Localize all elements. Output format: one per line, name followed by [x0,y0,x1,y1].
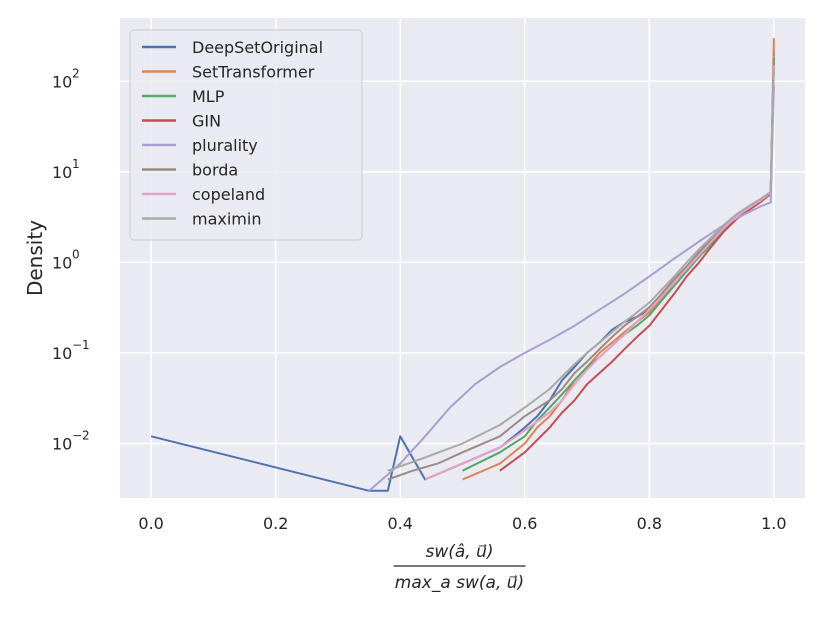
y-tick-base: 10 [52,434,72,453]
x-tick-label: 0.0 [138,514,163,533]
legend-label: borda [192,161,238,180]
y-tick-label: 10 1 [52,157,80,182]
legend-label: plurality [192,136,258,155]
x-tick-label: 1.0 [761,514,786,533]
legend-label: copeland [192,185,265,204]
y-tick-base: 10 [52,344,72,363]
y-tick-label: 10 0 [52,247,80,272]
series-line-6 [424,65,775,481]
grid-lines [120,18,805,498]
y-tick-exponent: 2 [72,66,80,80]
series-layer [150,38,775,492]
y-tick-label: 10 2 [52,66,80,91]
legend-label: MLP [192,87,225,106]
legend-label: DeepSetOriginal [192,38,323,57]
series-line-4 [368,85,775,492]
x-axis-label: sw(â, u⃗) max_a sw(a, u⃗) [393,542,526,593]
y-tick-base: 10 [52,163,72,182]
x-axis-label-numerator: sw(â, u⃗) [425,542,493,562]
y-tick-exponent: 0 [72,247,80,261]
legend-label: SetTransformer [192,63,315,82]
x-tick-label: 0.2 [263,514,288,533]
y-tick-exponent: −2 [72,428,90,442]
x-tick-label: 0.6 [512,514,537,533]
y-tick-label: 10 −1 [52,338,90,363]
series-line-7 [387,68,775,472]
legend-box [129,29,363,241]
legend-label: GIN [192,112,221,131]
y-axis-label: Density [23,220,47,296]
y-tick-base: 10 [52,72,72,91]
y-tick-exponent: −1 [72,338,90,352]
x-axis-ticks: 0.0 0.2 0.4 0.6 0.8 1.0 [138,514,786,533]
x-tick-label: 0.4 [388,514,413,533]
y-tick-label: 10 −2 [52,428,90,453]
legend: DeepSetOriginal SetTransformer MLP GIN plura… [129,29,363,241]
y-tick-base: 10 [52,253,72,272]
legend-label: maximin [192,210,261,229]
x-tick-label: 0.8 [637,514,662,533]
x-axis-label-denominator: max_a sw(a, u⃗) [395,573,524,593]
y-tick-exponent: 1 [72,157,80,171]
